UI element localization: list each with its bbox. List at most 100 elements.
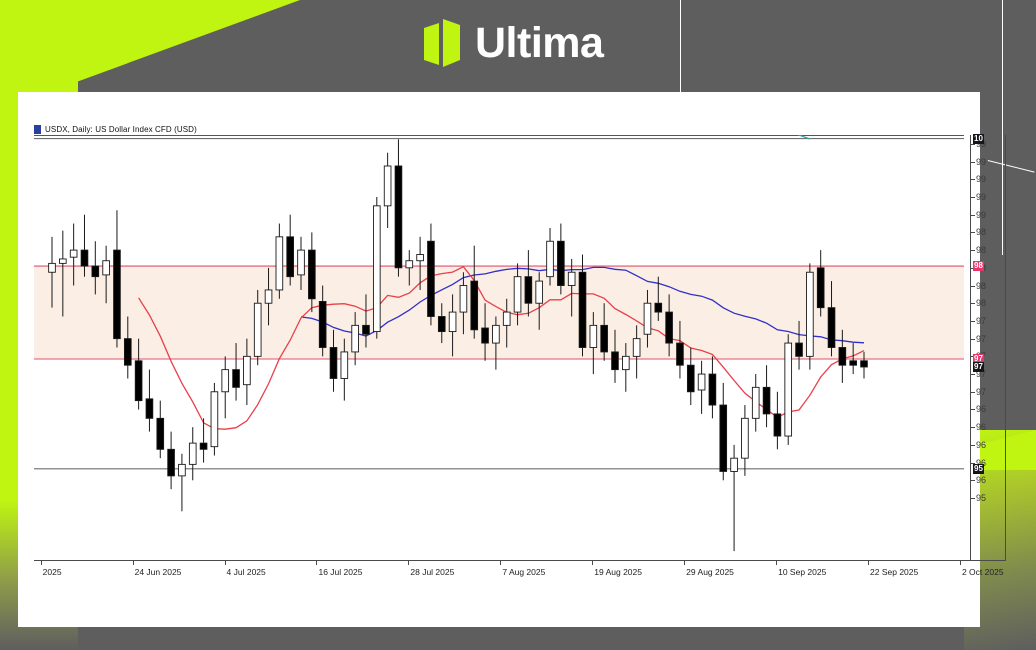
date-axis[interactable]: 2025 24 Jun 2025 4 Jul 2025 16 Jul 2025 28 J… — [34, 560, 1006, 590]
price-tick — [970, 480, 975, 482]
date-tick-label: 10 Sep 2025 — [778, 567, 827, 577]
candle-bearish — [80, 249, 89, 267]
price-axis-line — [970, 135, 971, 560]
price-tick — [970, 320, 975, 322]
candle-bearish — [123, 338, 132, 366]
candle-bearish — [578, 271, 587, 348]
candle-bullish — [784, 342, 793, 437]
logo-leaf-left — [424, 23, 439, 65]
candle-bearish — [827, 307, 836, 348]
candle-bullish — [741, 417, 749, 459]
price-tick-label: 97 — [976, 369, 987, 380]
white-outline-shape-right — [1002, 0, 1005, 255]
candle-bullish — [297, 249, 305, 276]
price-tick-label: 99 — [976, 174, 987, 185]
candle-bullish — [535, 280, 544, 304]
price-axis[interactable]: 9999999999989898989897979797979696969696… — [970, 133, 1006, 560]
candle-bullish — [513, 276, 522, 313]
price-tag[interactable]: 97 — [973, 354, 984, 364]
candle-bullish — [492, 324, 500, 344]
white-outline-shape — [680, 0, 1010, 171]
price-tick — [970, 356, 975, 358]
candle-bullish — [383, 165, 392, 207]
chart-plot-area[interactable] — [34, 135, 964, 560]
candle-bullish — [340, 351, 349, 379]
candle-bearish — [394, 165, 403, 269]
candle-bullish — [275, 236, 284, 291]
candle-bearish — [816, 267, 825, 309]
price-tick — [970, 214, 975, 216]
candle-bullish — [416, 254, 424, 262]
price-tick-label: 97 — [976, 386, 987, 397]
candle-bearish — [611, 351, 619, 371]
candle-bearish — [600, 324, 608, 353]
candle-bullish — [643, 302, 652, 335]
candle-bearish — [167, 448, 175, 477]
price-tick-label: 98 — [976, 280, 987, 291]
candle-bullish — [178, 463, 186, 477]
price-tick-label: 95 — [976, 493, 987, 504]
candle-bearish — [773, 413, 782, 437]
price-tick — [970, 303, 975, 305]
candle-bearish — [849, 360, 857, 366]
date-tick — [592, 560, 594, 565]
axis-corner — [970, 560, 1006, 561]
date-tick-label: 2025 — [42, 567, 62, 577]
date-tick-label: 24 Jun 2025 — [134, 567, 182, 577]
ultima-logo-icon — [424, 19, 464, 67]
teal-marker — [797, 135, 811, 140]
candle-bullish — [253, 302, 262, 357]
ma-fast-line — [138, 265, 865, 430]
date-tick-label: 29 Aug 2025 — [686, 567, 734, 577]
candle-bullish — [372, 205, 381, 333]
price-tick — [970, 250, 975, 252]
brand-header: Ultima — [424, 16, 604, 70]
date-tick-label: 2 Oct 2025 — [961, 567, 1004, 577]
price-tick — [970, 427, 975, 429]
price-tick-label: 96 — [976, 439, 987, 450]
candle-bearish — [232, 369, 240, 388]
candle-bullish — [459, 285, 468, 313]
candle-bearish — [286, 236, 294, 278]
symbol-badge-icon — [34, 124, 41, 134]
candle-bullish — [210, 391, 219, 448]
price-tick-label: 97 — [976, 333, 987, 344]
brand-name: Ultima — [475, 18, 604, 67]
candle-bullish — [567, 271, 576, 286]
price-tick — [970, 338, 975, 340]
candle-bearish — [91, 265, 100, 278]
price-tag[interactable]: 98 — [973, 261, 984, 272]
candle-bearish — [838, 347, 847, 366]
candle-bullish — [48, 262, 56, 273]
chart-header: USDX, Daily: US Dollar Index CFD (USD) — [34, 122, 980, 136]
candle-bearish — [470, 280, 479, 331]
candle-bearish — [719, 404, 728, 472]
candle-bearish — [762, 386, 771, 415]
candle-bullish — [448, 311, 457, 333]
candle-bullish — [632, 338, 641, 357]
price-tag[interactable]: 95 — [973, 463, 984, 474]
date-tick — [408, 560, 410, 565]
price-tag[interactable]: 10 — [973, 133, 984, 144]
chart-title-rule — [34, 135, 964, 136]
date-tick — [500, 560, 502, 565]
price-tick-label: 98 — [976, 227, 987, 238]
candle-bearish — [318, 301, 327, 348]
candle-bearish — [708, 373, 717, 406]
candle-bearish — [676, 342, 684, 366]
candle-bullish — [351, 324, 359, 353]
candle-bullish — [502, 311, 511, 326]
date-tick — [224, 560, 226, 565]
candle-bearish — [524, 276, 533, 304]
price-tick — [970, 462, 975, 464]
candle-bearish — [308, 249, 316, 300]
candle-bearish — [134, 360, 143, 402]
candle-bearish — [437, 316, 446, 333]
date-tick-label: 22 Sep 2025 — [870, 567, 919, 577]
price-tag[interactable]: 97 — [973, 361, 984, 372]
price-tick-label: 96 — [976, 404, 987, 415]
date-tick — [868, 560, 870, 565]
price-tick-label: 96 — [976, 422, 987, 433]
date-tick-label: 4 Jul 2025 — [226, 567, 266, 577]
candle-bearish — [481, 327, 489, 344]
